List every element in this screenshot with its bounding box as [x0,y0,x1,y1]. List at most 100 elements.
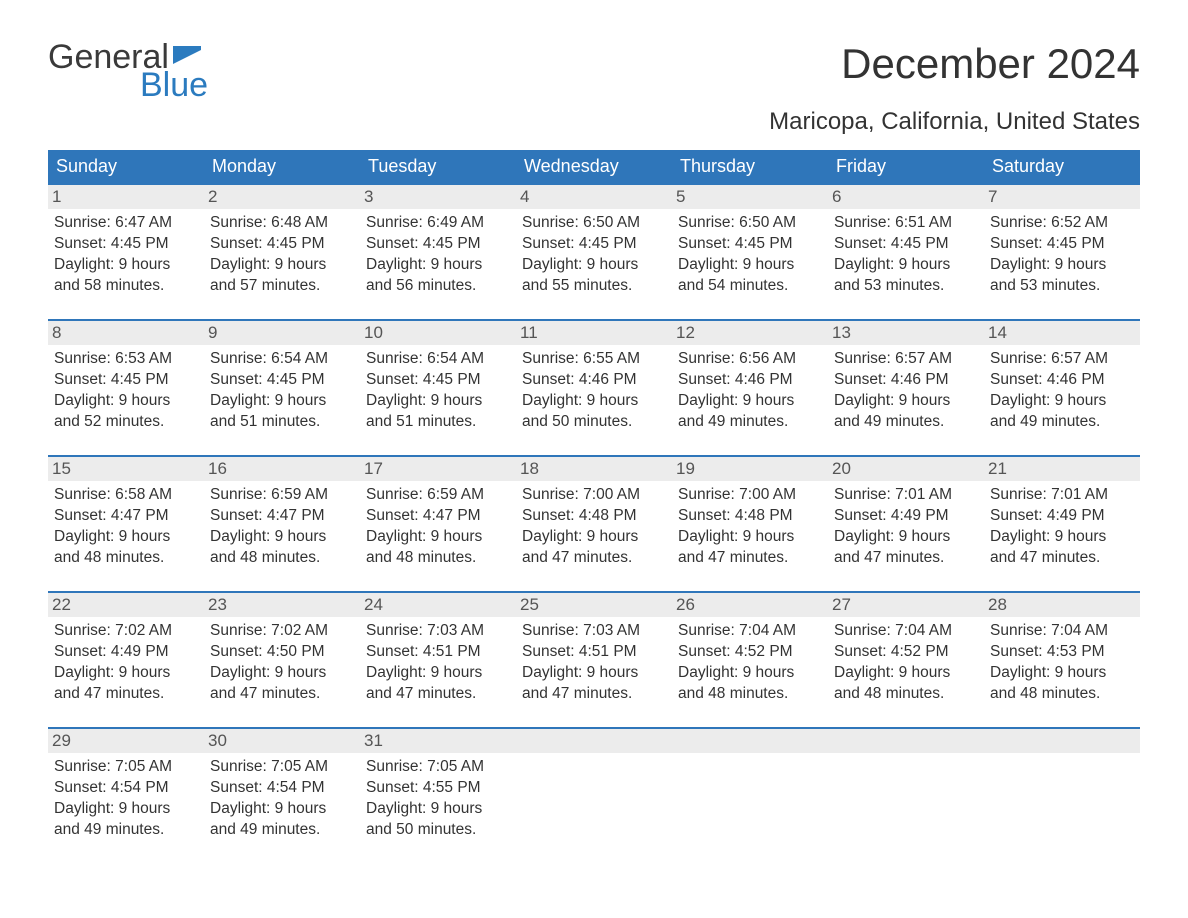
daylight-line1: Daylight: 9 hours [210,255,354,276]
sunset-line: Sunset: 4:52 PM [678,642,822,663]
day-number: 27 [828,593,984,617]
calendar: SundayMondayTuesdayWednesdayThursdayFrid… [48,150,1140,849]
day-number: 31 [360,729,516,753]
daylight-line2: and 47 minutes. [522,684,666,705]
daylight-line1: Daylight: 9 hours [678,255,822,276]
sunset-line: Sunset: 4:48 PM [522,506,666,527]
daylight-line1: Daylight: 9 hours [54,391,198,412]
sunset-line: Sunset: 4:49 PM [990,506,1134,527]
day-number: 2 [204,185,360,209]
day-cell: Sunrise: 7:02 AMSunset: 4:50 PMDaylight:… [204,617,360,713]
daylight-line1: Daylight: 9 hours [366,527,510,548]
sunrise-line: Sunrise: 6:57 AM [834,349,978,370]
day-number: 1 [48,185,204,209]
sunrise-line: Sunrise: 7:00 AM [522,485,666,506]
daylight-line1: Daylight: 9 hours [210,391,354,412]
sunrise-line: Sunrise: 6:55 AM [522,349,666,370]
sunset-line: Sunset: 4:54 PM [210,778,354,799]
daylight-line1: Daylight: 9 hours [366,391,510,412]
day-number: 21 [984,457,1140,481]
day-cell: Sunrise: 6:53 AMSunset: 4:45 PMDaylight:… [48,345,204,441]
day-cell: Sunrise: 7:01 AMSunset: 4:49 PMDaylight:… [828,481,984,577]
day-cell: Sunrise: 7:05 AMSunset: 4:55 PMDaylight:… [360,753,516,849]
daylight-line1: Daylight: 9 hours [678,663,822,684]
daylight-line1: Daylight: 9 hours [834,255,978,276]
day-cell: Sunrise: 6:56 AMSunset: 4:46 PMDaylight:… [672,345,828,441]
day-header: Thursday [672,150,828,183]
daynum-row: 891011121314 [48,321,1140,345]
daylight-line1: Daylight: 9 hours [366,255,510,276]
day-number: 28 [984,593,1140,617]
sunrise-line: Sunrise: 7:02 AM [54,621,198,642]
sunset-line: Sunset: 4:47 PM [210,506,354,527]
daylight-line2: and 52 minutes. [54,412,198,433]
sunrise-line: Sunrise: 6:48 AM [210,213,354,234]
calendar-week: 1234567Sunrise: 6:47 AMSunset: 4:45 PMDa… [48,183,1140,305]
sunrise-line: Sunrise: 6:50 AM [678,213,822,234]
day-number: 17 [360,457,516,481]
daylight-line1: Daylight: 9 hours [54,663,198,684]
day-cell: Sunrise: 7:04 AMSunset: 4:52 PMDaylight:… [828,617,984,713]
sunrise-line: Sunrise: 7:05 AM [210,757,354,778]
daylight-line2: and 50 minutes. [522,412,666,433]
day-number: 30 [204,729,360,753]
daylight-line2: and 47 minutes. [210,684,354,705]
daylight-line2: and 49 minutes. [990,412,1134,433]
sunset-line: Sunset: 4:48 PM [678,506,822,527]
day-header: Wednesday [516,150,672,183]
page-title: December 2024 [841,40,1140,88]
daylight-line2: and 49 minutes. [210,820,354,841]
day-number: 15 [48,457,204,481]
sunset-line: Sunset: 4:49 PM [834,506,978,527]
day-cell: Sunrise: 6:55 AMSunset: 4:46 PMDaylight:… [516,345,672,441]
day-number: 12 [672,321,828,345]
day-cell: Sunrise: 6:58 AMSunset: 4:47 PMDaylight:… [48,481,204,577]
daylight-line2: and 55 minutes. [522,276,666,297]
day-cell: Sunrise: 6:57 AMSunset: 4:46 PMDaylight:… [828,345,984,441]
sunset-line: Sunset: 4:50 PM [210,642,354,663]
day-cell: Sunrise: 7:04 AMSunset: 4:53 PMDaylight:… [984,617,1140,713]
day-cell: Sunrise: 7:03 AMSunset: 4:51 PMDaylight:… [516,617,672,713]
day-header: Friday [828,150,984,183]
sunrise-line: Sunrise: 6:47 AM [54,213,198,234]
sunset-line: Sunset: 4:45 PM [366,234,510,255]
daylight-line1: Daylight: 9 hours [834,527,978,548]
day-number: 29 [48,729,204,753]
day-number: 7 [984,185,1140,209]
day-cell [672,753,828,849]
daynum-row: 22232425262728 [48,593,1140,617]
calendar-week: 891011121314Sunrise: 6:53 AMSunset: 4:45… [48,319,1140,441]
daylight-line2: and 49 minutes. [54,820,198,841]
day-number [984,729,1140,753]
day-number: 14 [984,321,1140,345]
sunrise-line: Sunrise: 6:59 AM [366,485,510,506]
daylight-line1: Daylight: 9 hours [54,799,198,820]
daylight-line1: Daylight: 9 hours [678,527,822,548]
day-number: 24 [360,593,516,617]
day-cell: Sunrise: 6:54 AMSunset: 4:45 PMDaylight:… [204,345,360,441]
daylight-line1: Daylight: 9 hours [366,663,510,684]
sunset-line: Sunset: 4:45 PM [678,234,822,255]
daylight-line1: Daylight: 9 hours [990,527,1134,548]
day-number: 26 [672,593,828,617]
daylight-line1: Daylight: 9 hours [210,663,354,684]
day-cell [516,753,672,849]
daylight-line2: and 56 minutes. [366,276,510,297]
sunrise-line: Sunrise: 7:05 AM [366,757,510,778]
daylight-line2: and 51 minutes. [210,412,354,433]
daylight-line2: and 49 minutes. [834,412,978,433]
sunrise-line: Sunrise: 6:51 AM [834,213,978,234]
sunrise-line: Sunrise: 6:57 AM [990,349,1134,370]
day-number: 11 [516,321,672,345]
sunrise-line: Sunrise: 7:04 AM [990,621,1134,642]
sunrise-line: Sunrise: 7:03 AM [522,621,666,642]
day-number: 25 [516,593,672,617]
day-cell: Sunrise: 6:57 AMSunset: 4:46 PMDaylight:… [984,345,1140,441]
sunset-line: Sunset: 4:54 PM [54,778,198,799]
daylight-line1: Daylight: 9 hours [834,391,978,412]
daylight-line1: Daylight: 9 hours [990,255,1134,276]
day-cell: Sunrise: 6:48 AMSunset: 4:45 PMDaylight:… [204,209,360,305]
sunset-line: Sunset: 4:55 PM [366,778,510,799]
day-cell: Sunrise: 6:59 AMSunset: 4:47 PMDaylight:… [360,481,516,577]
sunset-line: Sunset: 4:46 PM [834,370,978,391]
